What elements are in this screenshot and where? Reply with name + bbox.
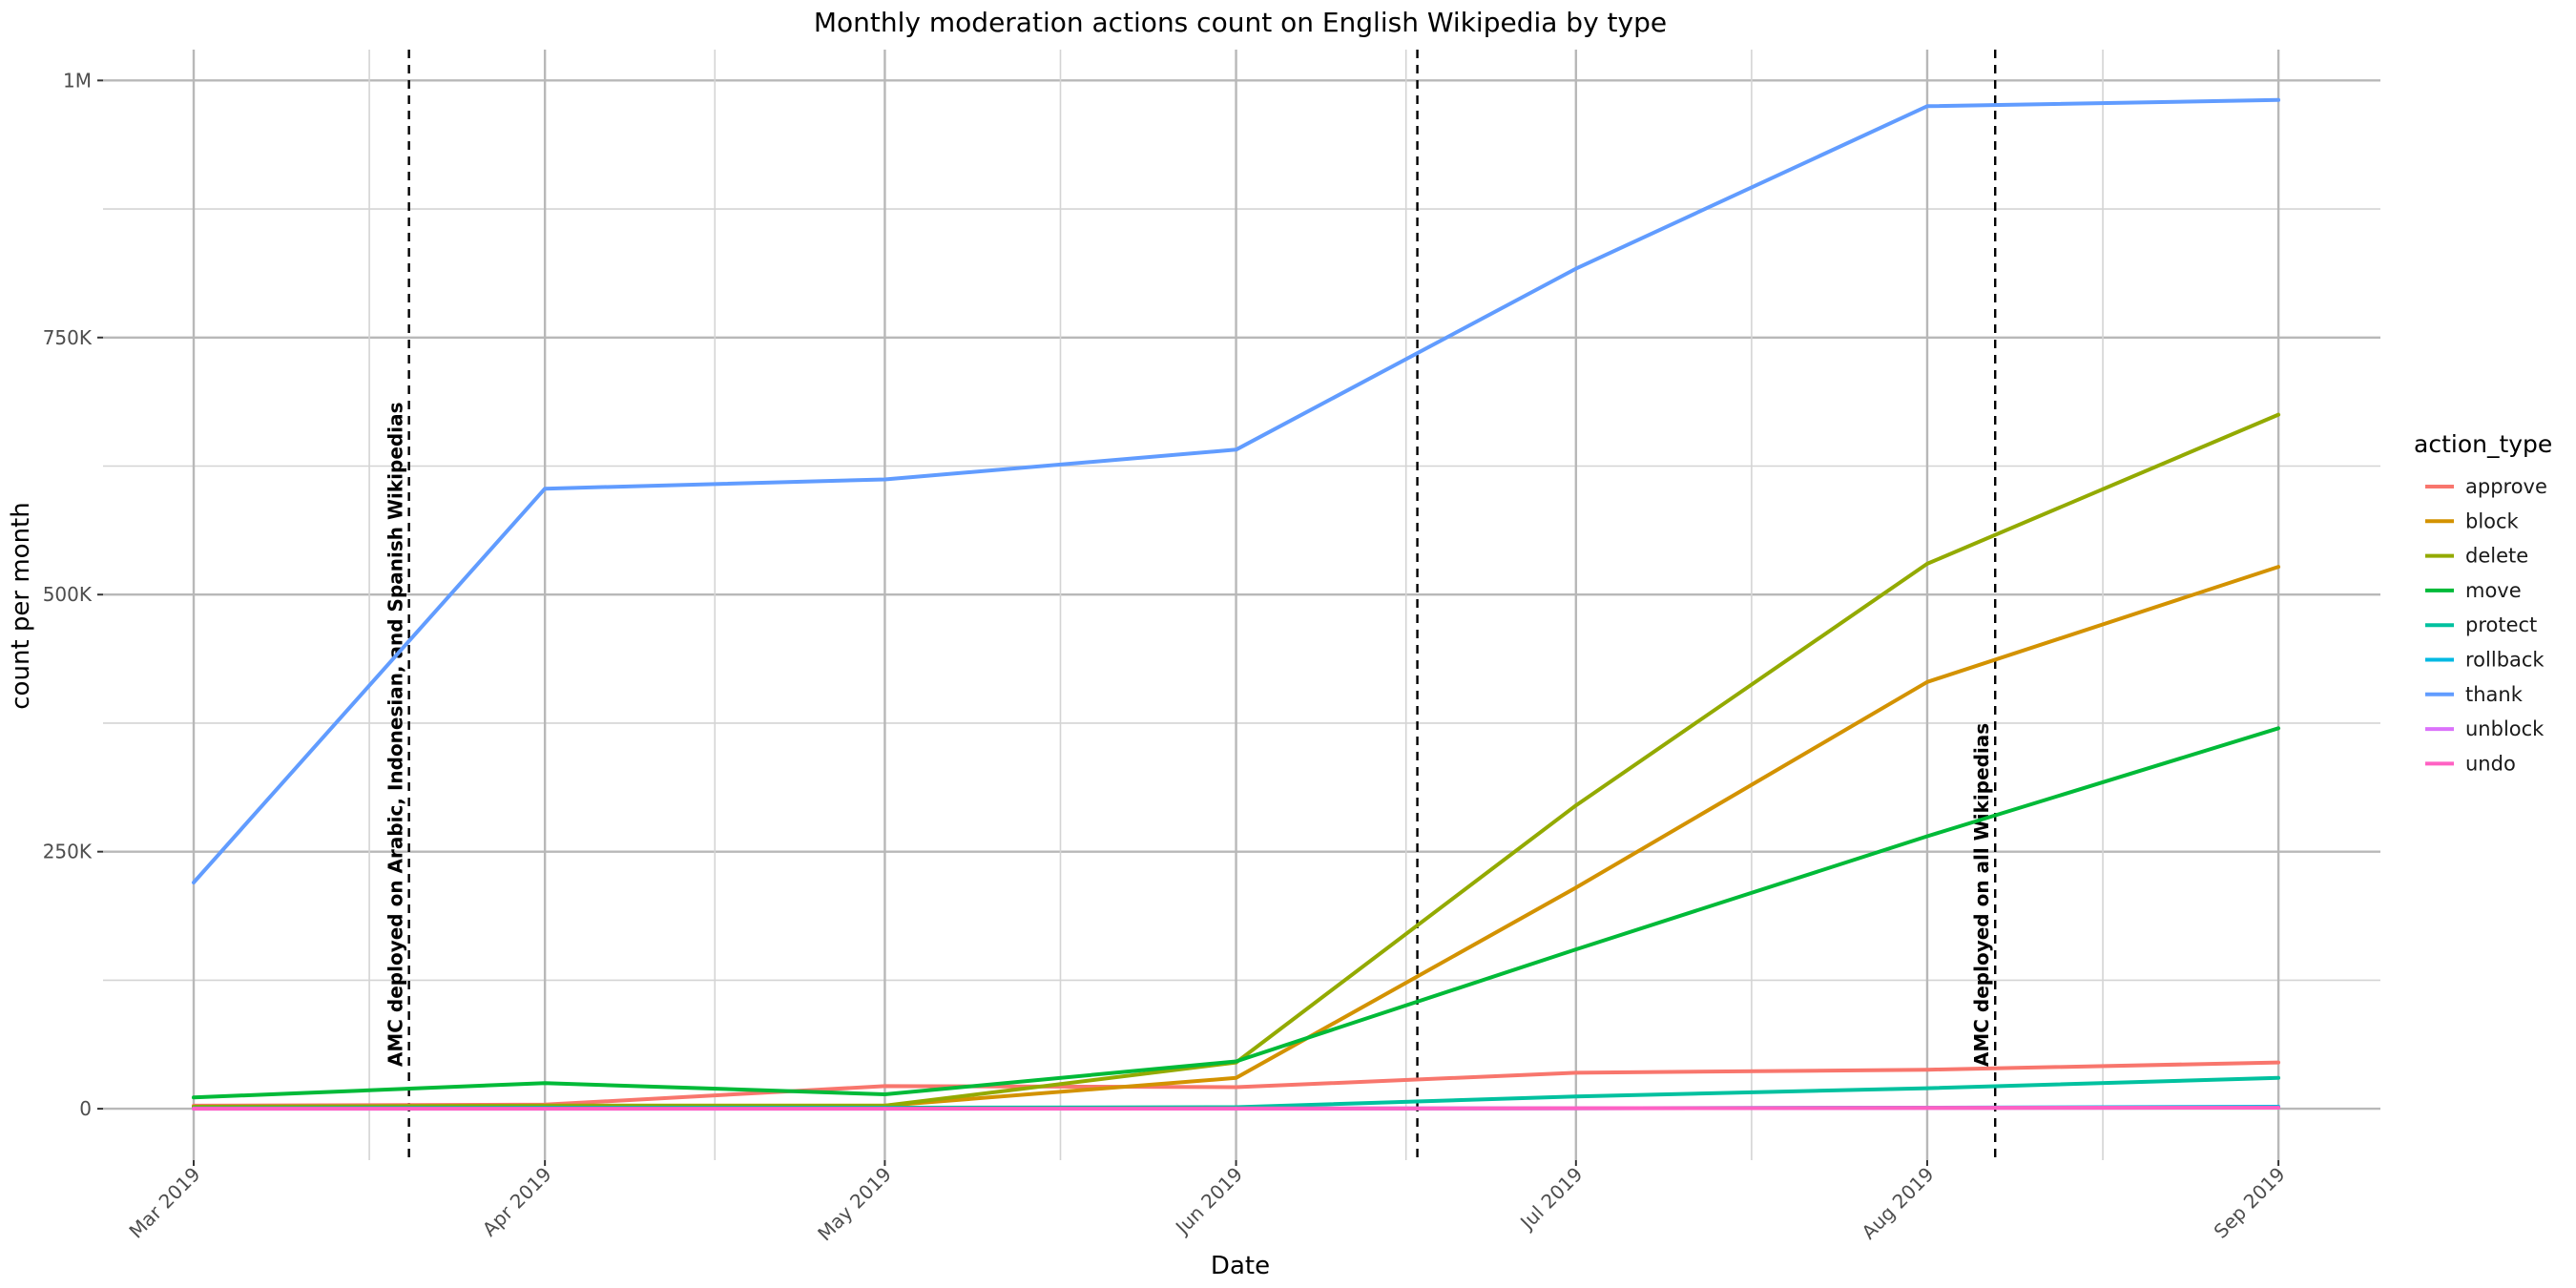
legend-label-move: move — [2465, 579, 2522, 602]
legend: approve block delete move protect rollback tha… — [2425, 475, 2547, 775]
legend-label-undo: undo — [2465, 752, 2516, 775]
legend-label-block: block — [2465, 509, 2520, 532]
legend-label-approve: approve — [2465, 475, 2547, 498]
y-tick-label: 1M — [63, 69, 92, 92]
series-lines — [192, 97, 2281, 1111]
x-tick-label: Jul 2019 — [1514, 1163, 1587, 1236]
y-tick-label: 500K — [43, 583, 93, 606]
x-tick-label: Mar 2019 — [124, 1163, 204, 1243]
legend-label-unblock: unblock — [2465, 717, 2545, 740]
annotation-label: AMC deployed on Arabic, Indonesian, and … — [384, 402, 407, 1067]
x-tick-label: May 2019 — [813, 1163, 896, 1246]
legend-label-rollback: rollback — [2465, 649, 2545, 672]
y-tick-label: 0 — [79, 1097, 92, 1120]
y-tick-label: 750K — [43, 326, 93, 349]
legend-label-protect: protect — [2465, 613, 2537, 636]
x-tick-label: Jun 2019 — [1170, 1163, 1247, 1240]
y-tick-label: 250K — [43, 841, 93, 863]
series-line-move — [192, 726, 2281, 1100]
x-tick-label: Apr 2019 — [478, 1163, 556, 1241]
legend-label-thank: thank — [2465, 683, 2524, 706]
y-axis-title: count per month — [7, 502, 35, 709]
annotation-label: AMC deployed on all Wikipedias — [1970, 723, 1993, 1067]
x-tick-label: Sep 2019 — [2210, 1163, 2290, 1243]
chart-title: Monthly moderation actions count on Engl… — [814, 7, 1667, 38]
legend-title: action_type — [2414, 430, 2552, 458]
series-line-undo — [192, 1106, 2281, 1111]
annotation-lines: AMC deployed on Arabic, Indonesian, and … — [384, 50, 1997, 1160]
legend-label-delete: delete — [2465, 545, 2528, 568]
x-axis-title: Date — [1211, 1252, 1270, 1280]
x-tick-label: Aug 2019 — [1857, 1163, 1938, 1244]
series-line-thank — [192, 97, 2281, 884]
grid — [103, 50, 2380, 1160]
